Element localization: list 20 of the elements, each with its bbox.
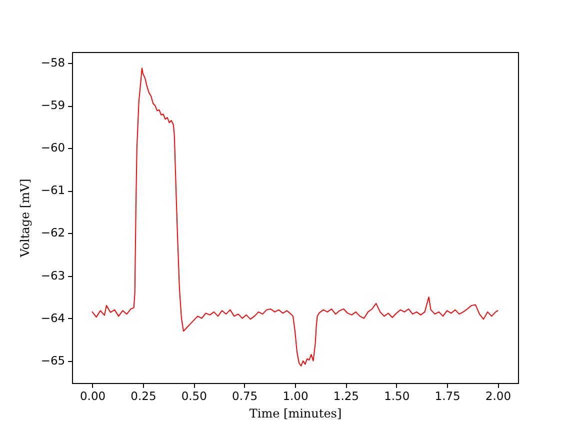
- x-tick-label: 0.25: [130, 388, 156, 403]
- x-tick-label: 2.00: [485, 388, 512, 403]
- y-tick-label: −60: [40, 140, 66, 155]
- y-tick-label: −64: [40, 310, 66, 325]
- x-tick-label: 1.25: [333, 388, 359, 403]
- y-tick-label: −65: [40, 353, 66, 368]
- y-tick-label: −59: [40, 98, 66, 112]
- x-tick-label: 1.00: [282, 388, 308, 403]
- x-tick-label: 0.00: [80, 388, 106, 403]
- x-tick-label: 1.50: [384, 388, 410, 403]
- x-axis-title: Time [minutes]: [249, 406, 342, 420]
- line-series: [92, 68, 498, 366]
- y-tick-label: −63: [40, 268, 66, 282]
- x-tick-label: 0.75: [232, 388, 258, 403]
- y-tick-label: −62: [40, 226, 66, 240]
- y-tick-label: −58: [40, 56, 66, 70]
- y-axis-title: Voltage [mV]: [18, 178, 32, 258]
- x-tick-label: 1.75: [434, 388, 460, 403]
- y-tick-label: −61: [40, 183, 66, 198]
- x-tick-label: 0.50: [181, 388, 207, 403]
